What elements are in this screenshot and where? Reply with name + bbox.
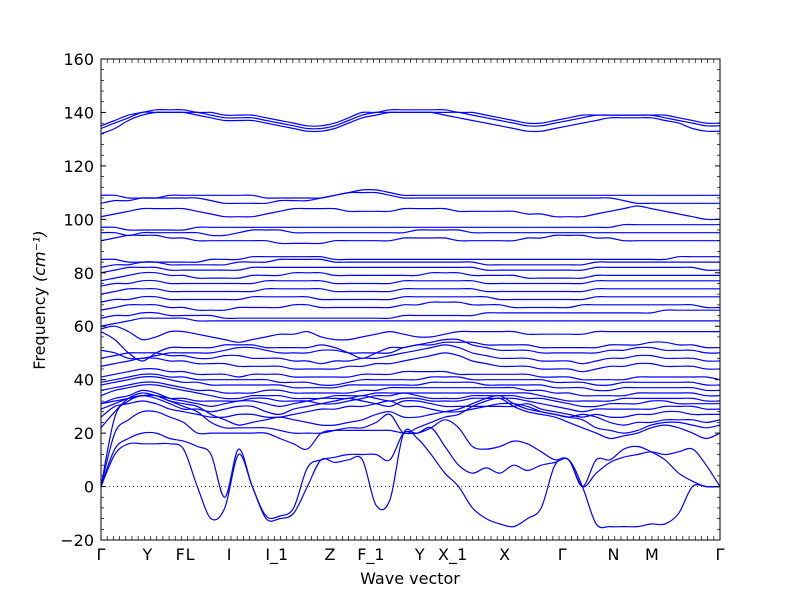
y-tick-label: 20 [74,424,94,443]
y-axis-ticks: −20 0 20 40 60 80 100 120 140 160 [60,50,720,550]
phonon-branch-31 [100,229,720,237]
phonon-branch-13 [100,373,721,386]
y-tick-label: 160 [63,50,94,69]
x-tick-label: F_1 [357,545,384,565]
phonon-branch-12 [100,376,721,392]
y-axis-label: Frequency (cm⁻¹) [30,230,49,369]
x-tick-label: Y [414,545,425,564]
phonon-branch-38 [100,108,721,127]
y-tick-label: 120 [63,157,94,176]
x-tick-label: X [499,545,510,564]
phonon-branch-16 [100,344,721,365]
phonon-branch-23 [100,295,720,303]
phonon-branch-9 [100,392,720,408]
phonon-branch-34 [100,191,721,205]
phonon-branch-32 [100,223,720,231]
phonon-branch-29 [100,255,720,263]
phonon-branch-21 [100,309,720,320]
y-tick-label: 140 [63,103,94,122]
phonon-branch-3 [100,410,721,488]
phonon-branch-19 [100,325,720,343]
x-tick-label: I [227,545,232,564]
phonon-branch-27 [100,266,721,274]
phonon-branch-1 [100,428,720,529]
phonon-branch-7 [100,395,720,418]
y-tick-label: 80 [74,264,94,283]
phonon-branch-8 [100,389,721,413]
x-axis-label: Wave vector [360,569,460,588]
phonon-branch-25 [100,279,720,287]
y-axis-label-unit: (cm⁻¹) [30,230,49,282]
phonon-branch-22 [100,301,721,311]
plot-area [100,58,721,541]
y-axis-label-text: Frequency [30,287,49,370]
phonon-branch-10 [100,384,721,402]
x-tick-label: I_1 [265,545,288,565]
y-tick-label: 60 [74,317,94,336]
phonon-branch-6 [100,400,721,426]
phonon-branch-30 [100,234,720,245]
x-axis-ticks: Γ Y F L I I_1 Z F_1 Y X_1 X Γ N M Γ [97,59,725,565]
y-tick-label: 40 [74,371,94,390]
x-tick-label: F [176,545,185,564]
x-tick-label: Γ [97,545,106,564]
x-tick-label: X_1 [438,545,467,565]
x-tick-label: L [186,545,195,564]
phonon-branch-11 [100,381,721,397]
x-tick-label: N [608,545,620,564]
phonon-branch-35 [100,189,720,199]
phonon-branch-18 [100,331,721,362]
series-layer [100,108,721,529]
phonon-branch-28 [100,258,720,268]
phonon-branch-33 [100,205,721,221]
phonon-branch-14 [100,368,721,381]
x-tick-label: Γ [558,545,567,564]
y-tick-label: −20 [60,531,94,550]
x-tick-label: M [645,545,659,564]
x-tick-label: Z [325,545,336,564]
phonon-branch-20 [100,317,720,327]
x-tick-label: Y [142,545,153,564]
phonon-branch-26 [100,271,720,282]
y-tick-label: 0 [84,478,94,497]
y-tick-label: 100 [63,210,94,229]
phonon-branch-15 [100,352,721,373]
x-tick-label: Γ [716,545,725,564]
phonon-branch-24 [100,288,720,295]
